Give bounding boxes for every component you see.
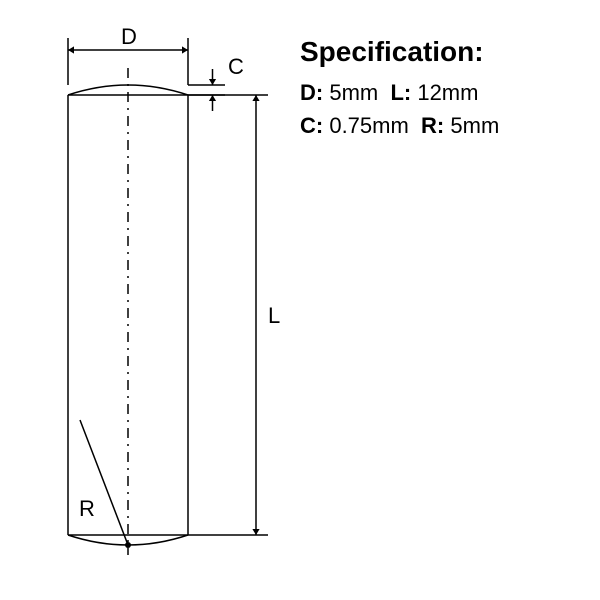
arrow-head [209, 79, 216, 85]
r-leader-dot [125, 542, 131, 548]
spec-value: 5mm [323, 80, 378, 105]
specification-heading: Specification: [300, 36, 499, 68]
spec-value: 5mm [444, 113, 499, 138]
spec-line: D: 5mm L: 12mm [300, 76, 499, 109]
figure-container: DCLR Specification: D: 5mm L: 12mmC: 0.7… [0, 0, 600, 600]
arrow-head [252, 529, 259, 535]
spec-label: L: [390, 80, 411, 105]
spec-value: 12mm [411, 80, 478, 105]
c-label: C [228, 54, 244, 79]
spec-label: C: [300, 113, 323, 138]
spec-label: D: [300, 80, 323, 105]
spec-value: 0.75mm [323, 113, 409, 138]
arrow-head [252, 95, 259, 101]
r-leader [80, 420, 128, 545]
l-label: L [268, 303, 280, 328]
arrow-head [209, 95, 216, 101]
r-label: R [79, 496, 95, 521]
d-label: D [121, 24, 137, 49]
arrow-head [68, 46, 74, 53]
arrow-head [182, 46, 188, 53]
spec-line: C: 0.75mm R: 5mm [300, 109, 499, 142]
spec-label: R: [421, 113, 444, 138]
specification-block: Specification: D: 5mm L: 12mmC: 0.75mm R… [300, 36, 499, 142]
